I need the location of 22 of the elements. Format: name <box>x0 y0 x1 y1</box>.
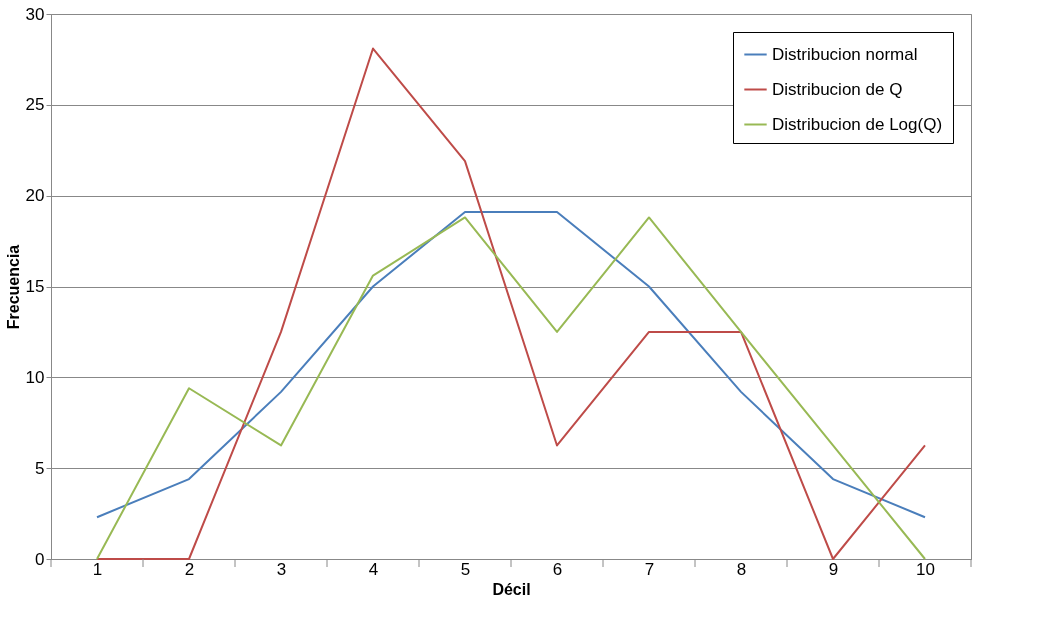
y-tick-label: 15 <box>25 277 45 296</box>
legend-label: Distribucion normal <box>772 44 918 64</box>
x-tick-label: 3 <box>276 559 287 579</box>
x-tick-label: 10 <box>916 559 935 579</box>
y-axis-title: Frecuencia <box>4 244 22 330</box>
x-tick-label: 1 <box>92 559 103 579</box>
x-tick-label: 7 <box>644 559 655 579</box>
y-tick-label: 30 <box>25 4 45 24</box>
y-tick-label: 5 <box>35 458 45 478</box>
x-tick-label: 9 <box>828 559 839 579</box>
y-tick-label: 25 <box>25 95 45 115</box>
legend-label: Distribucion de Q <box>772 79 903 99</box>
y-tick-label: 0 <box>35 549 45 569</box>
x-tick-label: 6 <box>552 559 563 579</box>
y-tick-label: 10 <box>25 367 45 387</box>
x-tick-label: 5 <box>460 559 471 579</box>
x-tick-label: 2 <box>184 559 195 579</box>
y-tick-label: 20 <box>25 186 45 206</box>
legend-label: Distribucion de Log(Q) <box>772 114 943 134</box>
x-tick-label: 4 <box>368 559 379 579</box>
x-tick-label: 8 <box>736 559 747 579</box>
x-axis-title: Décil <box>492 580 531 598</box>
